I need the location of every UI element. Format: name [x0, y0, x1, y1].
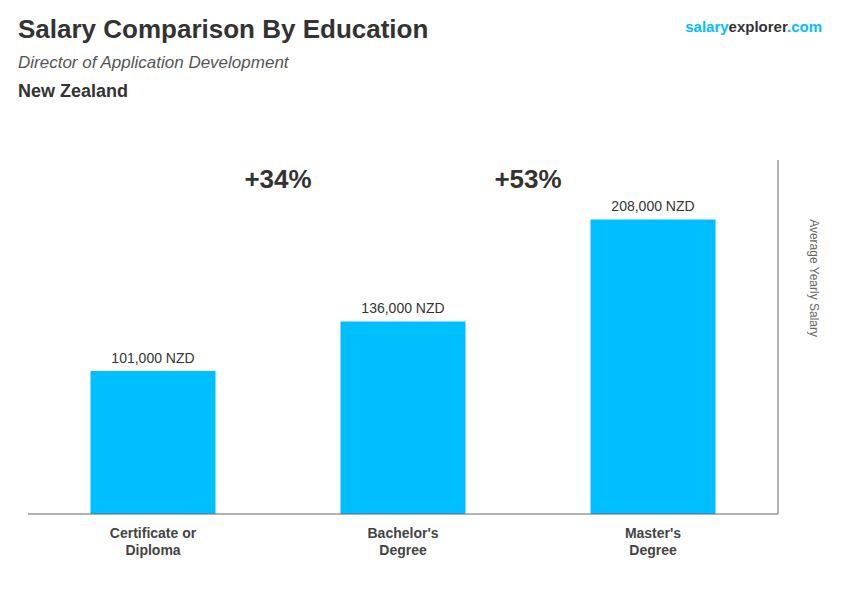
html-text:Director of Application Develo: Director of Application Development [18, 53, 289, 72]
svg-text:208,000 NZD: 208,000 NZD [611, 198, 694, 214]
html-text:+53%: +53% [494, 164, 562, 194]
svg-text:101,000 NZD: 101,000 NZD [111, 350, 194, 366]
svg-text:Master'sDegree: Master'sDegree [625, 525, 681, 558]
html-text:+34%: +34% [244, 164, 312, 194]
html-text:salary explorer.com: salary explorer.com [685, 18, 822, 35]
html-text:New Zealand: New Zealand [18, 81, 128, 101]
svg-text:136,000 NZD: 136,000 NZD [361, 300, 444, 316]
html-text:Salary Comparison By Education: Salary Comparison By Education [18, 14, 429, 44]
svg-text:Certificate orDiploma: Certificate orDiploma [110, 525, 197, 558]
svg-text:Average Yearly Salary: Average Yearly Salary [807, 219, 821, 337]
svg-text:Bachelor'sDegree: Bachelor'sDegree [367, 525, 438, 558]
